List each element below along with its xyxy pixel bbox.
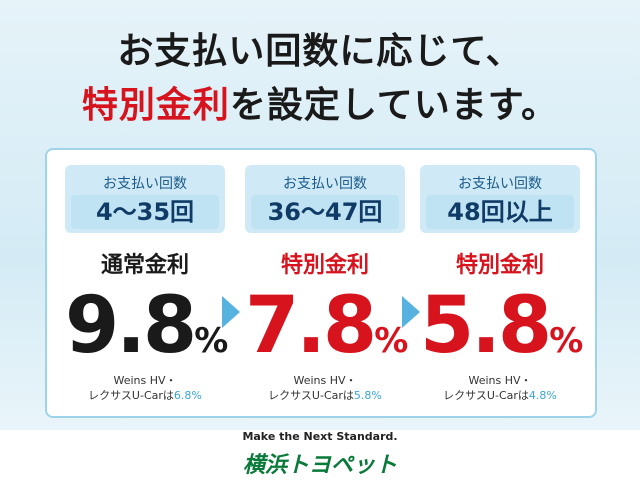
arrow: [402, 296, 420, 328]
note: Weins HV・ レクサスU-Carは4.8%: [420, 373, 580, 403]
rate-unit: %: [194, 321, 229, 361]
installments-box: お支払い回数 48回以上: [420, 165, 580, 233]
brand-logo: 横浜トヨペット: [242, 453, 397, 478]
rate-number: 7.8: [245, 281, 377, 371]
headline-1: お支払い回数に応じて、: [117, 31, 523, 72]
rate: 7.8%: [245, 281, 409, 371]
installments-caption: お支払い回数: [283, 176, 367, 192]
note-line: レクサスU-Carは4.8%: [420, 388, 580, 403]
installments-caption: お支払い回数: [103, 176, 187, 192]
rate-column: お支払い回数 36〜47回 特別金利 7.8% Weins HV・ レクサスU-Carは5…: [245, 165, 409, 403]
rate-unit: %: [374, 321, 409, 361]
note-text: レクサスU-Carは: [268, 389, 354, 402]
installments-range: 4〜35回: [71, 195, 219, 229]
note-line: レクサスU-Carは5.8%: [245, 388, 405, 403]
rate-label: 通常金利: [100, 253, 189, 278]
slogan: Make the Next Standard.: [242, 430, 398, 443]
installments-range: 48回以上: [426, 195, 574, 229]
installments-box: お支払い回数 36〜47回: [245, 165, 405, 233]
note-line: レクサスU-Carは6.8%: [65, 388, 225, 403]
rate-column: お支払い回数 4〜35回 通常金利 9.8% Weins HV・ レクサスU-Carは6.…: [65, 165, 229, 403]
rate-column: お支払い回数 48回以上 特別金利 5.8% Weins HV・ レクサスU-Carは4.…: [420, 165, 584, 403]
rate-label: 特別金利: [280, 253, 369, 278]
headline-2: 特別金利を設定しています。: [0, 76, 640, 128]
note-rate: 6.8%: [173, 389, 202, 402]
note-line: Weins HV・: [468, 374, 532, 387]
rate: 5.8%: [420, 281, 584, 371]
note-text: レクサスU-Carは: [88, 389, 174, 402]
rate-label: 特別金利: [455, 253, 544, 278]
headline-highlight: 特別金利: [81, 85, 230, 126]
note-line: Weins HV・: [293, 374, 357, 387]
note-rate: 5.8%: [353, 389, 382, 402]
installments-range: 36〜47回: [251, 195, 399, 229]
installments-box: お支払い回数 4〜35回: [65, 165, 225, 233]
note-line: Weins HV・: [113, 374, 177, 387]
rate: 9.8%: [65, 281, 229, 371]
note: Weins HV・ レクサスU-Carは5.8%: [245, 373, 405, 403]
rate-number: 9.8: [65, 281, 197, 371]
arrow: [222, 296, 240, 328]
installments-caption: お支払い回数: [458, 176, 542, 192]
note: Weins HV・ レクサスU-Carは6.8%: [65, 373, 225, 403]
headline-rest: を設定しています。: [229, 85, 559, 126]
note-rate: 4.8%: [528, 389, 557, 402]
rate-unit: %: [549, 321, 584, 361]
note-text: レクサスU-Carは: [443, 389, 529, 402]
rate-number: 5.8: [420, 281, 552, 371]
